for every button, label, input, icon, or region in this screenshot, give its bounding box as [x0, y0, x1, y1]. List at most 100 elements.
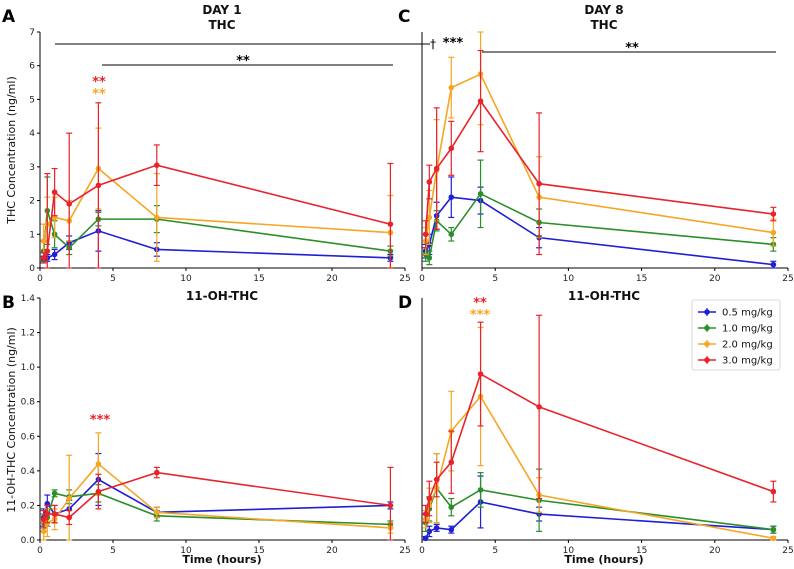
panel-d: 0 5 10 15 20 25	[419, 298, 794, 556]
x-tick-label: 10	[563, 274, 575, 284]
y-tick-label: 0	[29, 264, 35, 274]
title-day1: DAY 1	[202, 3, 241, 17]
stars-d-orange: ***	[470, 308, 491, 323]
data-point	[95, 182, 102, 189]
data-point	[154, 509, 160, 516]
legend-swatch-marker	[704, 325, 710, 331]
series-line	[42, 167, 391, 242]
stars-day8-left: ***	[443, 36, 464, 51]
x-tick-label: 5	[492, 274, 498, 284]
subtitle-c: THC	[590, 18, 617, 32]
series-red	[40, 466, 394, 541]
y-tick-label: 4	[29, 129, 35, 139]
data-point	[154, 162, 160, 168]
data-point	[433, 476, 440, 483]
x-tick-label: 0	[37, 274, 43, 284]
data-point	[66, 495, 72, 502]
series-line	[425, 192, 774, 260]
series-line	[424, 486, 774, 531]
x-tick-label: 0	[419, 546, 425, 556]
stars-a-orange: **	[92, 87, 106, 102]
data-point	[770, 261, 777, 268]
data-point	[426, 214, 433, 221]
series-line	[424, 372, 774, 515]
series-line	[43, 230, 391, 261]
x-tick-label: 15	[636, 546, 647, 556]
y-tick-label: 0.4	[21, 467, 36, 477]
data-point	[477, 371, 484, 377]
data-point	[536, 404, 542, 410]
y-tick-label: 5	[29, 95, 35, 105]
y-tick-label: 0.8	[21, 398, 36, 408]
series-orange	[40, 127, 394, 269]
data-point	[433, 525, 440, 531]
y-tick-label: 6	[29, 62, 35, 72]
data-point	[536, 180, 542, 187]
x-tick-label: 10	[563, 546, 575, 556]
data-point	[40, 255, 47, 261]
x-tick-label: 20	[326, 546, 338, 556]
legend-swatch-marker	[704, 341, 710, 347]
stars-day1: **	[236, 54, 250, 69]
x-tick-label: 20	[709, 274, 721, 284]
stars-d-red: **	[473, 296, 487, 311]
data-point	[770, 526, 777, 533]
legend-label: 0.5 mg/kg	[722, 308, 773, 319]
panel-b: 0 5 10 15 20 25 0.0 0.2 0.4 0.6 0.8 1.0 1.2 1.4	[21, 294, 411, 556]
series-green	[422, 159, 777, 266]
data-point	[387, 221, 394, 227]
series-blue	[40, 452, 394, 527]
x-tick-label: 15	[636, 274, 647, 284]
stars-a-red: **	[92, 75, 106, 90]
x-tick-label: 25	[782, 546, 793, 556]
x-axis-label-right: Time (hours)	[564, 553, 643, 566]
y-tick-label: 0.0	[21, 536, 36, 546]
x-tick-label: 25	[399, 274, 410, 284]
data-point	[448, 231, 455, 238]
data-point	[770, 488, 777, 495]
x-tick-label: 20	[709, 546, 721, 556]
data-point	[66, 201, 72, 207]
data-point	[44, 248, 51, 254]
series-blue	[40, 210, 394, 264]
series-orange	[40, 432, 394, 541]
legend-swatch-marker	[704, 309, 710, 315]
y-axis-label-thc: THC Concentration (ng/ml)	[5, 76, 18, 225]
data-point	[154, 214, 160, 221]
data-point	[95, 461, 102, 467]
y-tick-label: 3	[29, 163, 35, 173]
data-point	[448, 145, 455, 152]
x-tick-label: 0	[37, 546, 43, 556]
data-point	[51, 511, 58, 517]
series-line	[424, 73, 774, 242]
y-tick-label: 0.2	[21, 501, 35, 511]
data-point	[448, 84, 455, 91]
x-tick-label: 10	[180, 546, 192, 556]
data-point	[477, 191, 484, 197]
data-point	[44, 511, 51, 517]
legend-swatch-marker	[704, 357, 710, 363]
y-axis-label-11oh: 11-OH-THC Concentration (ng/ml)	[5, 327, 18, 513]
legend-label: 2.0 mg/kg	[722, 340, 773, 351]
x-tick-label: 20	[326, 274, 338, 284]
data-point	[448, 504, 455, 510]
legend-label: 3.0 mg/kg	[722, 356, 773, 367]
data-point	[40, 528, 47, 535]
y-tick-label: 0.6	[21, 432, 36, 442]
data-point	[51, 251, 58, 258]
y-tick-label: 2	[29, 197, 35, 207]
x-axis-label-left: Time (hours)	[182, 553, 261, 566]
data-point	[387, 502, 394, 509]
x-tick-label: 25	[782, 274, 793, 284]
data-point	[433, 165, 440, 172]
data-point	[426, 179, 433, 185]
dagger-marker: †	[430, 37, 436, 51]
data-point	[422, 231, 429, 238]
data-point	[426, 495, 433, 502]
data-point	[154, 469, 160, 476]
data-point	[426, 528, 433, 535]
subtitle-d: 11-OH-THC	[568, 289, 640, 303]
legend-label: 1.0 mg/kg	[722, 324, 773, 335]
x-tick-label: 5	[110, 274, 116, 284]
subtitle-b: 11-OH-THC	[186, 289, 258, 303]
